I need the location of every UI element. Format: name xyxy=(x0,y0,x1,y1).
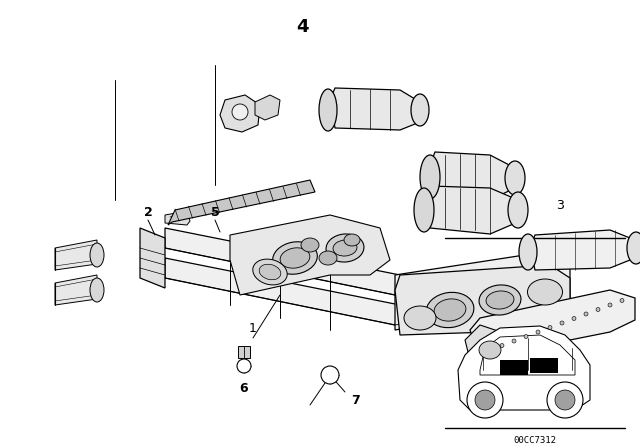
Ellipse shape xyxy=(259,264,281,280)
Ellipse shape xyxy=(280,248,310,268)
Polygon shape xyxy=(330,88,420,130)
Circle shape xyxy=(475,390,495,410)
Polygon shape xyxy=(238,346,250,358)
Ellipse shape xyxy=(420,155,440,199)
Ellipse shape xyxy=(319,251,337,265)
Ellipse shape xyxy=(319,89,337,131)
Polygon shape xyxy=(530,358,558,373)
Circle shape xyxy=(536,330,540,334)
Circle shape xyxy=(547,382,583,418)
Polygon shape xyxy=(480,335,575,375)
Polygon shape xyxy=(540,238,568,268)
Ellipse shape xyxy=(253,259,287,285)
Polygon shape xyxy=(55,240,97,270)
Circle shape xyxy=(232,104,248,120)
Polygon shape xyxy=(255,95,280,120)
Ellipse shape xyxy=(414,188,434,232)
Ellipse shape xyxy=(404,306,436,330)
Polygon shape xyxy=(165,258,400,325)
Polygon shape xyxy=(425,186,518,234)
Polygon shape xyxy=(165,228,400,295)
Polygon shape xyxy=(500,360,528,375)
Circle shape xyxy=(524,335,528,339)
Circle shape xyxy=(584,312,588,316)
Text: 00CC7312: 00CC7312 xyxy=(513,435,557,444)
Circle shape xyxy=(555,390,575,410)
Circle shape xyxy=(572,316,576,320)
Polygon shape xyxy=(465,325,520,370)
Ellipse shape xyxy=(508,192,528,228)
Polygon shape xyxy=(458,326,590,410)
Circle shape xyxy=(500,344,504,348)
Circle shape xyxy=(321,366,339,384)
Ellipse shape xyxy=(90,243,104,267)
Polygon shape xyxy=(55,275,97,305)
Ellipse shape xyxy=(527,279,563,305)
Text: 1: 1 xyxy=(249,322,257,335)
Ellipse shape xyxy=(326,234,364,262)
Circle shape xyxy=(620,298,624,302)
Polygon shape xyxy=(395,265,570,335)
Polygon shape xyxy=(230,215,390,295)
Polygon shape xyxy=(140,228,165,288)
Polygon shape xyxy=(430,152,515,200)
Polygon shape xyxy=(220,95,260,132)
Ellipse shape xyxy=(301,238,319,252)
Circle shape xyxy=(548,326,552,329)
Text: 2: 2 xyxy=(143,206,152,219)
Text: 6: 6 xyxy=(240,382,248,395)
Ellipse shape xyxy=(333,240,357,256)
Text: 3: 3 xyxy=(556,198,564,211)
Circle shape xyxy=(608,303,612,307)
Polygon shape xyxy=(395,248,570,330)
Ellipse shape xyxy=(627,232,640,264)
Polygon shape xyxy=(168,180,315,225)
Circle shape xyxy=(237,359,251,373)
Text: 5: 5 xyxy=(211,206,220,219)
Circle shape xyxy=(512,339,516,343)
Polygon shape xyxy=(470,290,635,358)
Ellipse shape xyxy=(344,234,360,246)
Ellipse shape xyxy=(479,285,521,315)
Ellipse shape xyxy=(90,278,104,302)
Polygon shape xyxy=(530,230,635,270)
Ellipse shape xyxy=(519,234,537,270)
Polygon shape xyxy=(165,211,190,225)
Text: 4: 4 xyxy=(296,18,308,36)
Ellipse shape xyxy=(505,161,525,195)
Circle shape xyxy=(596,307,600,311)
Ellipse shape xyxy=(434,299,466,321)
Circle shape xyxy=(560,321,564,325)
Circle shape xyxy=(488,348,492,352)
Ellipse shape xyxy=(486,291,514,309)
Text: 7: 7 xyxy=(351,393,360,406)
Ellipse shape xyxy=(479,341,501,359)
Circle shape xyxy=(467,382,503,418)
Ellipse shape xyxy=(411,94,429,126)
Ellipse shape xyxy=(273,242,317,274)
Ellipse shape xyxy=(426,293,474,327)
